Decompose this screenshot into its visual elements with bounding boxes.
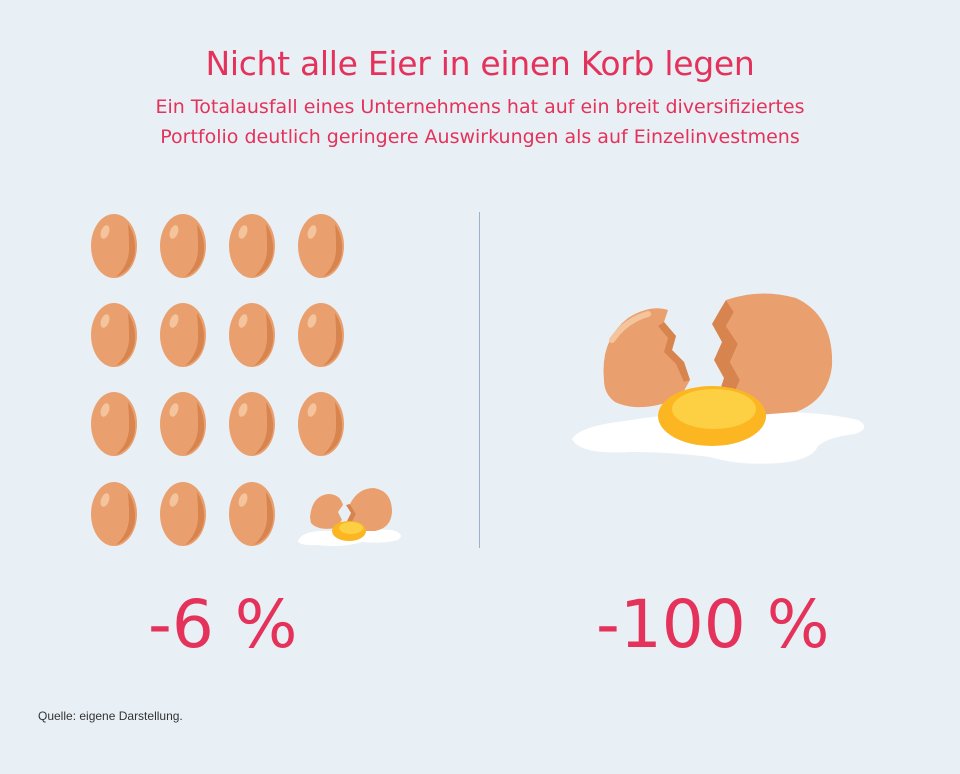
egg-icon [229, 303, 275, 367]
egg-icon [229, 214, 275, 278]
subtitle-line-1: Ein Totalausfall eines Unternehmens hat … [155, 96, 805, 118]
egg-icon [298, 214, 344, 278]
egg-icon [160, 392, 206, 456]
page-subtitle: Ein Totalausfall eines Unternehmens hat … [60, 92, 900, 152]
egg-icon [298, 303, 344, 367]
source-note: Quelle: eigene Darstellung. [38, 709, 183, 723]
egg-icon [229, 482, 275, 546]
egg-icon [298, 392, 344, 456]
egg-icon [91, 303, 137, 367]
divider [479, 212, 480, 548]
page-title: Nicht alle Eier in einen Korb legen [205, 44, 755, 83]
egg-icon [91, 214, 137, 278]
portfolio-loss-value: -6 % [148, 586, 298, 663]
fried-egg-icon [572, 293, 865, 464]
egg-icon [160, 482, 206, 546]
broken-egg-icon [298, 488, 401, 546]
egg-icon [229, 392, 275, 456]
egg-icon [160, 303, 206, 367]
single-loss-value: -100 % [596, 586, 830, 663]
egg-icon [91, 392, 137, 456]
egg-icon [160, 214, 206, 278]
subtitle-line-2: Portfolio deutlich geringere Auswirkunge… [160, 126, 800, 148]
egg-grid [91, 214, 344, 546]
egg-icon [91, 482, 137, 546]
